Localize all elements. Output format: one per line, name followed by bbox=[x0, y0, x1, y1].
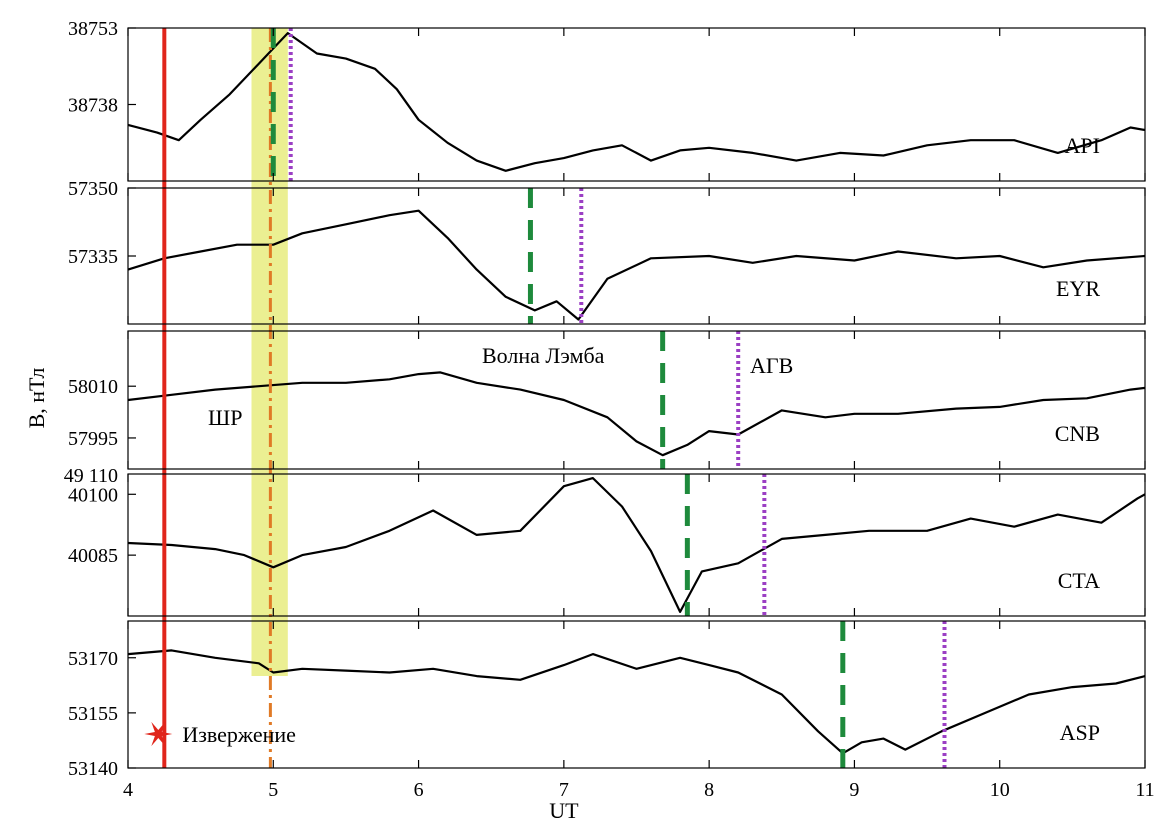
series-line-cta bbox=[127, 477, 1146, 613]
x-tick-label: 10 bbox=[990, 779, 1010, 801]
x-tick-label: 11 bbox=[1135, 779, 1154, 801]
agw-label: АГВ bbox=[750, 353, 793, 378]
series-line-eyr bbox=[127, 209, 1146, 321]
station-label-eyr: EYR bbox=[1056, 276, 1100, 301]
labels-layer: 38753 38738 API 57350 57335 EYR 58010 57995 CNB 4… bbox=[24, 18, 1155, 820]
y-tick-label: 53140 bbox=[68, 758, 118, 780]
panel-frame-cta bbox=[127, 473, 1146, 617]
x-axis-title: UT bbox=[549, 798, 579, 820]
x-tick-label: 9 bbox=[849, 779, 859, 801]
station-label-cta: CTA bbox=[1058, 568, 1100, 593]
lamb-wave-label: Волна Лэмба bbox=[482, 343, 605, 368]
series-layer bbox=[127, 32, 1146, 755]
axes-layer bbox=[127, 27, 1146, 769]
x-tick-label: 5 bbox=[268, 779, 278, 801]
station-label-api: API bbox=[1065, 133, 1100, 158]
series-line-asp bbox=[127, 649, 1146, 755]
eruption-label: Извержение bbox=[182, 722, 296, 747]
y-tick-label: 58010 bbox=[68, 376, 118, 398]
y-tick-label: 57350 bbox=[68, 178, 118, 200]
y-tick-label: 40100 bbox=[68, 484, 118, 506]
y-tick-label: 53170 bbox=[68, 648, 118, 670]
y-tick-label: 53155 bbox=[68, 703, 118, 725]
x-tick-label: 7 bbox=[559, 779, 569, 801]
y-tick-label: 38753 bbox=[68, 18, 118, 40]
marker-layer bbox=[162, 28, 947, 768]
y-tick-label: 57995 bbox=[68, 428, 118, 450]
x-tick-label: 4 bbox=[123, 779, 133, 801]
panel-frame-asp bbox=[127, 620, 1146, 769]
y-tick-label: 57335 bbox=[68, 246, 118, 268]
eruption-star-icon bbox=[144, 721, 173, 747]
x-tick-label: 8 bbox=[704, 779, 714, 801]
y-axis-title: B, нТл bbox=[24, 368, 49, 429]
y-tick-label: 49 110 bbox=[64, 465, 118, 487]
x-tick-label: 6 bbox=[414, 779, 424, 801]
shock-band-label: ШР bbox=[208, 405, 242, 430]
series-line-cnb bbox=[127, 371, 1146, 457]
panel-frame-cnb bbox=[127, 330, 1146, 470]
station-label-cnb: CNB bbox=[1055, 421, 1100, 446]
series-line-api bbox=[127, 32, 1146, 172]
y-tick-label: 40085 bbox=[68, 545, 118, 567]
y-tick-label: 38738 bbox=[68, 95, 118, 117]
station-label-asp: ASP bbox=[1060, 720, 1100, 745]
